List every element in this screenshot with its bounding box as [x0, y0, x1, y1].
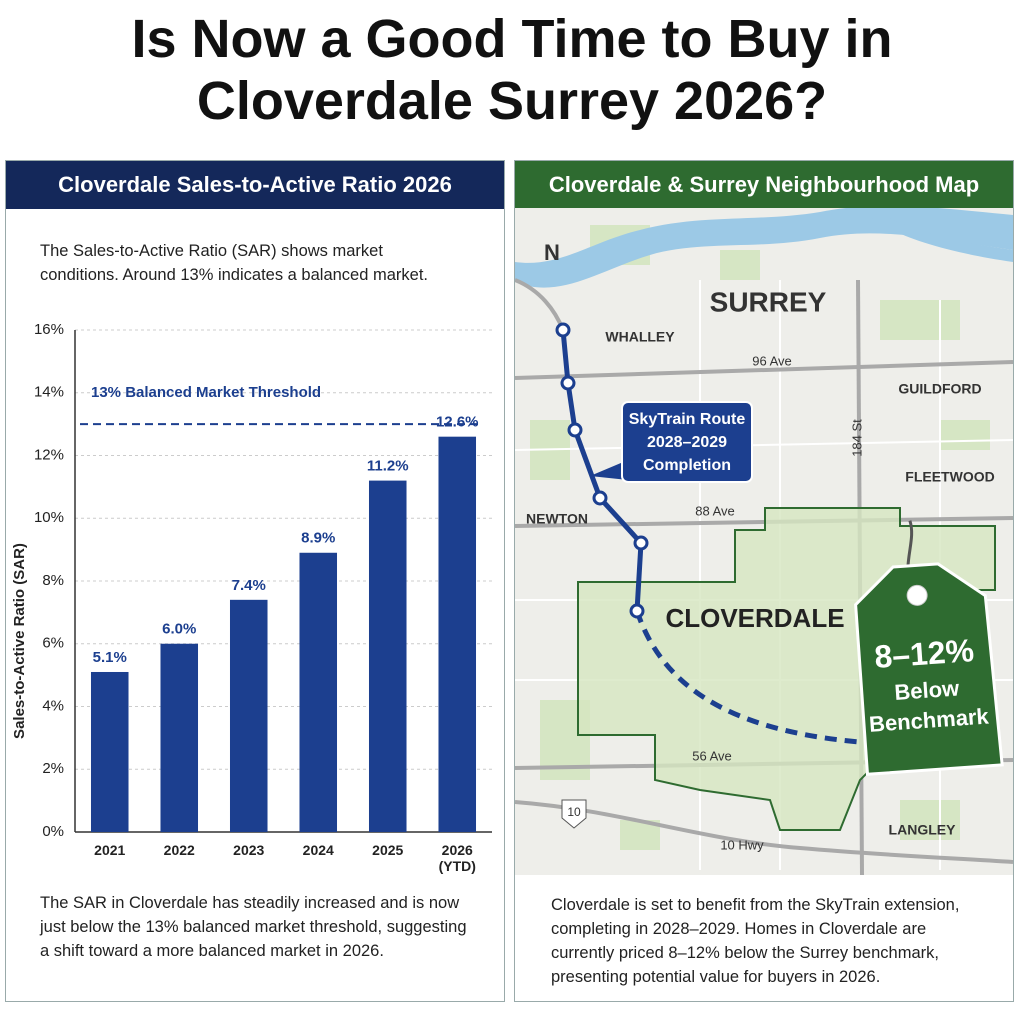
- x-tick-label: 2026 (YTD): [438, 842, 476, 874]
- stations: [555, 322, 649, 619]
- place-label: NEWTON: [526, 511, 588, 527]
- place-label: FLEETWOOD: [905, 469, 994, 485]
- y-tick-label: 16%: [34, 321, 64, 338]
- page-title: Is Now a Good Time to Buy in Cloverdale …: [131, 9, 893, 131]
- road-label: 56 Ave: [692, 748, 732, 763]
- bar: [368, 480, 407, 832]
- place-label: GUILDFORD: [898, 381, 981, 397]
- highway-shield: [561, 799, 587, 829]
- place-label: LANGLEY: [889, 822, 957, 838]
- y-tick-label: 12%: [34, 446, 64, 463]
- y-tick-label: 14%: [34, 384, 64, 401]
- place-label: SURREY: [710, 286, 827, 317]
- callout-text: 2028–2029: [647, 434, 727, 451]
- bar: [299, 552, 338, 832]
- y-tick-label: 4%: [42, 697, 64, 714]
- road-label: 10 Hwy: [720, 837, 764, 852]
- bar: [160, 643, 199, 832]
- place-label: CLOVERDALE: [665, 603, 844, 633]
- map: N SURREY WHALLEY GUILDFORD FLEETWOOD NEW…: [515, 208, 1013, 875]
- y-tick-label: 6%: [42, 635, 64, 652]
- bar: [90, 671, 129, 832]
- map-note: Cloverdale is set to benefit from the Sk…: [551, 896, 960, 986]
- bar: [229, 599, 268, 832]
- value-label: 8.9%: [301, 530, 335, 547]
- y-tick-label: 0%: [42, 823, 64, 840]
- price-tag: 8–12% Below Benchmark: [854, 520, 1004, 776]
- skytrain-route: [560, 329, 644, 612]
- x-tick-label: 2021: [94, 842, 126, 858]
- north-label: N: [544, 240, 560, 265]
- y-tick-label: 8%: [42, 572, 64, 589]
- value-label: 12.6%: [436, 414, 479, 431]
- y-tick-label: 2%: [42, 760, 64, 777]
- value-label: 7.4%: [232, 577, 266, 594]
- callout-pointer: [590, 460, 628, 480]
- chart-subtitle: The Sales-to-Active Ratio (SAR) shows ma…: [40, 242, 428, 284]
- tag-text: 8–12%: [873, 632, 975, 675]
- road-label: 184 St: [849, 419, 864, 457]
- x-tick-label: 2025: [372, 842, 404, 858]
- map-title: Cloverdale & Surrey Neighbourhood Map: [515, 161, 1013, 209]
- callout-box: [621, 401, 753, 483]
- x-tick-label: 2022: [163, 842, 195, 858]
- chart-title: Cloverdale Sales-to-Active Ratio 2026: [6, 161, 504, 209]
- skytrain-planned: [634, 610, 861, 745]
- value-label: 11.2%: [367, 458, 409, 475]
- y-axis-label: Sales-to-Active Ratio (SAR): [11, 543, 28, 739]
- road-label: 88 Ave: [695, 503, 735, 518]
- bar: [438, 436, 477, 832]
- x-tick-label: 2024: [302, 842, 334, 858]
- shield-label: 10: [567, 805, 581, 819]
- value-label: 5.1%: [93, 649, 127, 666]
- road-label: 96 Ave: [752, 353, 792, 368]
- callout-text: Completion: [643, 457, 731, 474]
- chart: 0% 2% 4% 6% 8% 10% 12% 14% 16% Sales-to-Active Ra…: [11, 321, 492, 840]
- place-label: WHALLEY: [605, 329, 675, 345]
- river: [860, 208, 1013, 262]
- tag-text: Below: [894, 675, 961, 705]
- y-tick-label: 10%: [34, 509, 64, 526]
- callout-text: SkyTrain Route: [629, 411, 746, 428]
- threshold-label: 13% Balanced Market Threshold: [91, 384, 321, 401]
- x-tick-label: 2023: [233, 842, 265, 858]
- chart-note: The SAR in Cloverdale has steadily incre…: [40, 894, 467, 960]
- value-label: 6.0%: [162, 621, 196, 638]
